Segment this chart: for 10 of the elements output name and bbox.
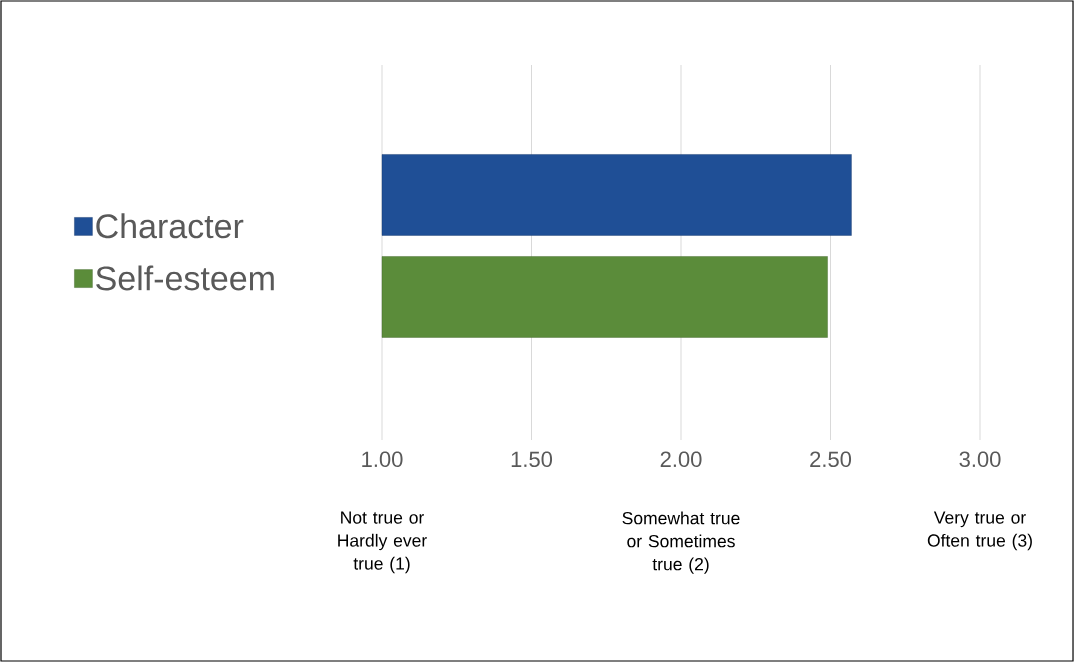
x-tick-label: 1.50 xyxy=(511,451,553,468)
x-tick-label: 3.00 xyxy=(959,451,1001,468)
x-tick-label: 2.50 xyxy=(810,451,852,468)
legend-label: Self-esteem xyxy=(96,265,274,291)
legend-label: Character xyxy=(96,213,244,239)
x-tick-label: 1.00 xyxy=(362,451,403,468)
x-tick-label: 2.00 xyxy=(660,451,702,468)
text: Very true or Often true (3) xyxy=(927,511,1032,551)
text: Not true or Hardly ever true (1) xyxy=(338,511,427,574)
text: Somewhat true or Sometimes true (2) xyxy=(622,511,740,574)
